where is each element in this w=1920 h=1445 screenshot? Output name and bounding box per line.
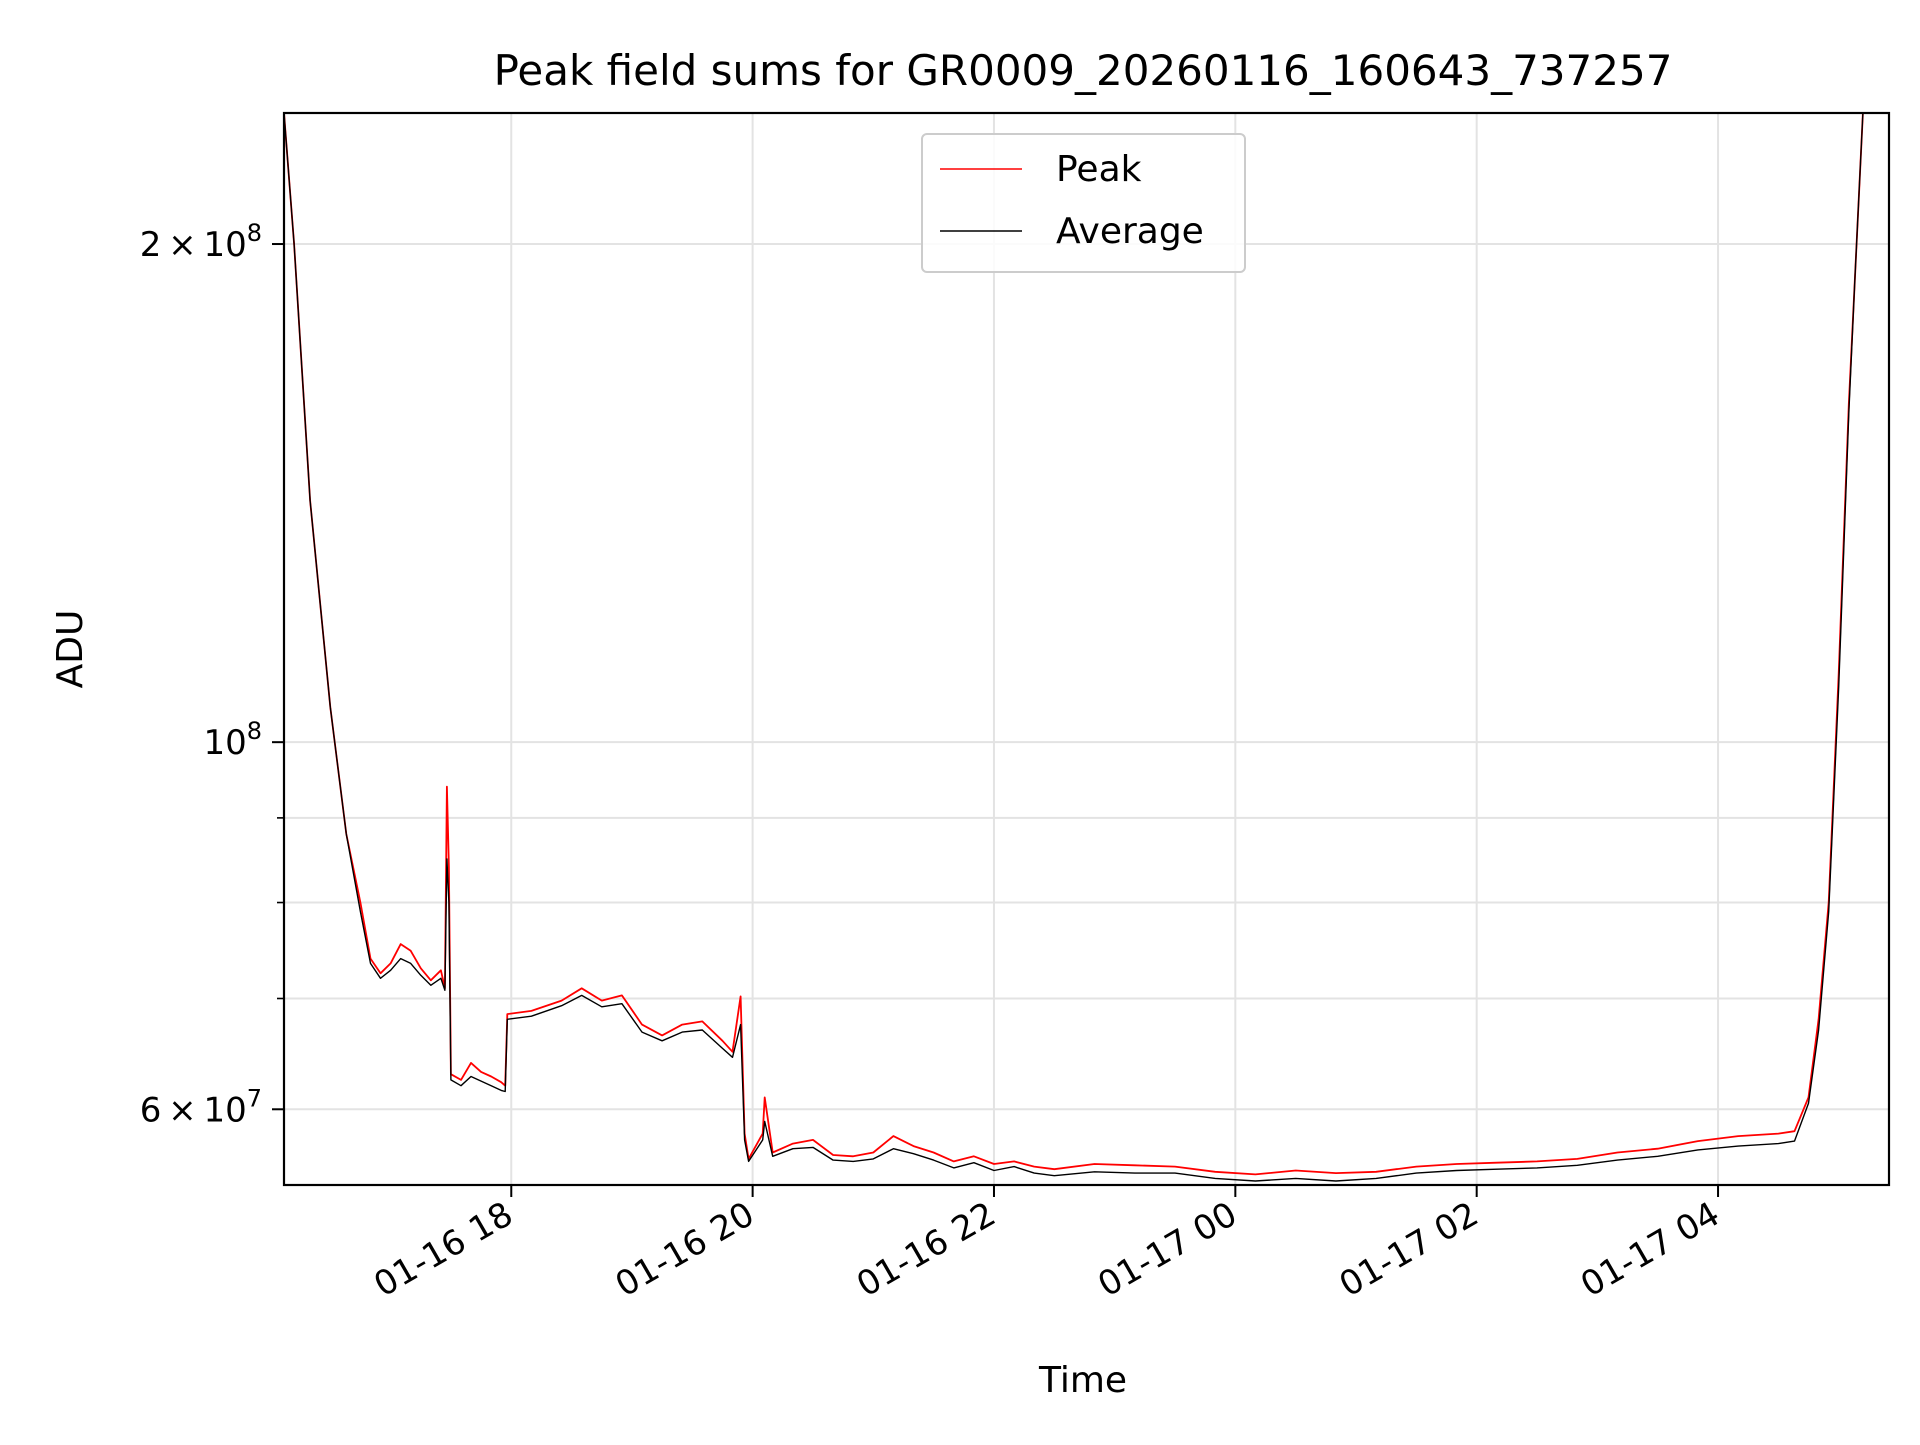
legend: Peak Average	[921, 133, 1246, 273]
legend-label-average: Average	[1056, 211, 1204, 252]
y-tick-label: 108	[203, 717, 262, 763]
plot-frame	[282, 111, 1891, 1187]
series-line-average	[284, 113, 1889, 1182]
y-tick-label: 6 × 107	[140, 1084, 262, 1130]
y-tick-label: 2 × 108	[140, 219, 262, 265]
data-layer	[284, 113, 1889, 1182]
chart-title: Peak field sums for GR0009_20260116_1606…	[494, 46, 1673, 95]
x-axis-label: Time	[1038, 1360, 1127, 1401]
series-line-peak	[284, 113, 1889, 1176]
legend-label-peak: Peak	[1056, 149, 1142, 190]
y-axis-label: ADU	[50, 610, 91, 689]
